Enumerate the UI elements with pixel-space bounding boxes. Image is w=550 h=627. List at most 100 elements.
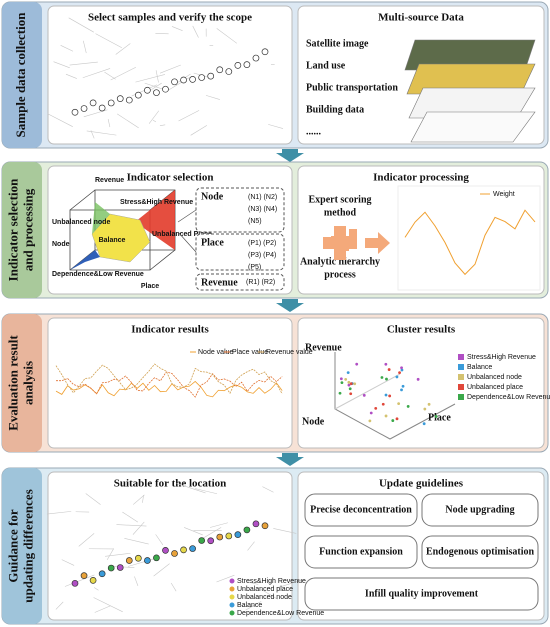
map-road [47,113,73,127]
station [198,537,206,544]
cluster-point [401,384,405,388]
station [162,547,169,554]
map-road [135,74,166,83]
station [107,564,115,572]
map-road [116,524,147,527]
cluster-point [387,368,391,371]
map-road [192,25,199,38]
station [162,85,169,93]
cluster-point [340,381,344,384]
label: (N1) (N2) [248,194,277,201]
down-arrow [276,149,304,162]
cluster-point [416,377,420,381]
map-road [152,119,157,123]
group-box [195,187,285,233]
map-road [95,33,123,48]
right-arrow [365,232,390,254]
map-road [155,70,159,83]
station [144,86,151,94]
cluster-point [384,362,388,366]
map-road [65,73,77,79]
station [153,554,160,562]
low-region [70,250,100,270]
cluster-point [347,383,351,387]
label: Analytic hierarchy [300,256,380,267]
map-road [200,527,222,540]
label: Dependence&Low Revenue [467,394,550,401]
station [134,91,142,99]
cluster-point [338,391,342,395]
station [252,54,260,62]
map-road [261,589,278,600]
map-road [68,17,94,33]
cluster-point [406,405,410,408]
down-arrow [276,299,304,312]
label: Balance [237,602,262,609]
weight-line [404,209,536,276]
label: Revenue [95,177,124,184]
map-road [209,522,228,528]
station [180,546,187,554]
station [80,572,88,579]
section-band [2,468,42,624]
label: Revenue value [266,349,313,356]
section-band [2,2,42,148]
station [216,533,224,541]
arrow-line [177,209,197,223]
label: Stress&High Revenue [237,578,306,585]
station [116,564,124,571]
map-road [159,124,166,126]
legend-swatch [458,394,464,400]
map-road [107,119,111,128]
label: Expert scoring [308,194,371,205]
map-road [46,511,72,515]
station [98,570,106,578]
cluster-point [380,376,384,379]
legend-swatch [229,610,235,616]
label: Unbalanced node [237,594,292,601]
panel-box [297,317,545,449]
map-road [60,45,74,52]
map-road [153,563,170,577]
cluster-point [395,417,399,421]
map-road [190,125,208,136]
cluster-point [397,402,401,406]
station [153,89,160,97]
station [89,577,97,584]
label: (R1) (R2) [246,279,275,286]
map-road [115,43,131,55]
label: Balance [99,237,126,244]
map-road [148,110,160,124]
cluster-point [427,402,431,406]
label: Place value [232,349,268,356]
map-road [273,528,297,534]
cluster-point [374,406,378,410]
label: Select samples and verify the scope [88,12,252,24]
label: Building data [306,104,364,115]
map-road [184,527,203,536]
label: method [324,207,357,218]
map-road [247,541,255,551]
label: Sample data collection [13,12,28,138]
map-road [55,601,64,610]
map-road [122,511,139,523]
label: Function expansion [319,546,403,557]
result-line [55,371,283,398]
label: Guidance for [5,509,20,583]
station [234,531,242,538]
axis [334,352,456,440]
label: Unbalanced place [467,384,523,391]
label: Revenue [305,342,342,353]
label: Stress&High Revenue [120,199,193,206]
cluster-point [384,414,388,418]
label: Endogenous optimisation [426,546,535,557]
group-box [195,273,285,291]
cluster-point [349,392,353,396]
label: Place [428,412,451,423]
label: Indicator selection [5,178,20,281]
map-road [205,95,220,100]
legend-swatch [458,354,464,360]
label: Node [52,241,70,248]
map-road [262,486,274,493]
label: (P1) (P2) [248,240,276,247]
